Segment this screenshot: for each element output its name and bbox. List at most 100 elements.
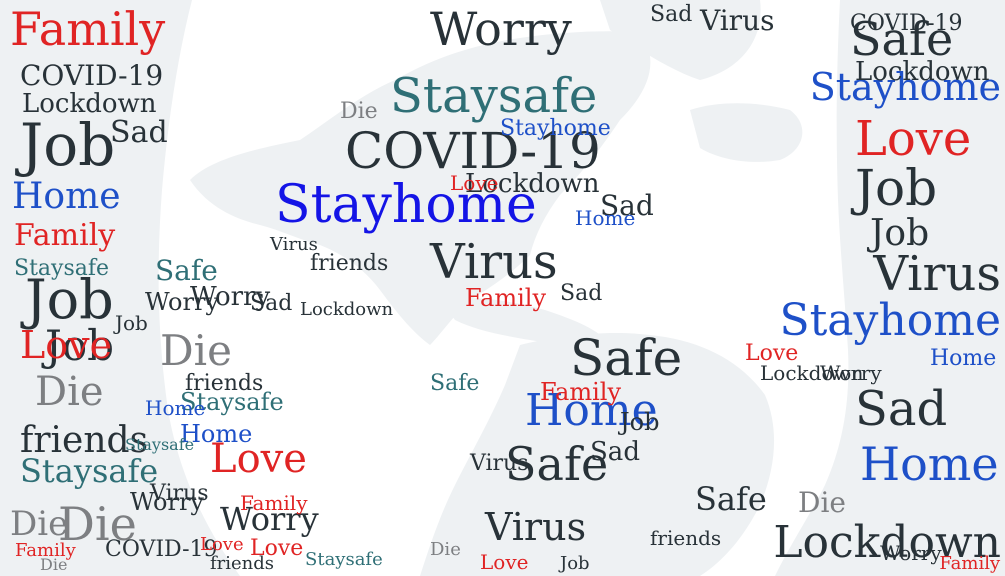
word-staysafe: Staysafe	[390, 68, 597, 124]
word-staysafe: Staysafe	[125, 435, 194, 454]
word-lockdown: Lockdown	[465, 169, 600, 199]
word-family: Family	[465, 284, 546, 312]
word-sad: Sad	[590, 437, 640, 467]
word-home: Home	[930, 346, 996, 371]
word-sad: Sad	[250, 291, 292, 316]
word-love: Love	[480, 550, 528, 574]
word-sad: Sad	[110, 115, 168, 150]
word-stayhome: Stayhome	[275, 175, 537, 235]
word-worry: Worry	[190, 282, 270, 312]
word-virus: Virus	[699, 4, 774, 37]
word-worry: Worry	[130, 488, 204, 516]
word-sad: Sad	[600, 189, 654, 222]
word-worry: Worry	[880, 541, 942, 565]
word-home: Home	[145, 396, 205, 420]
word-covid-19: COVID-19	[20, 59, 163, 92]
word-die: Die	[798, 486, 846, 519]
land-north-america	[190, 31, 651, 345]
word-worry: Worry	[220, 500, 319, 538]
word-home: Home	[12, 176, 121, 217]
word-safe: Safe	[695, 480, 767, 518]
word-love: Love	[20, 323, 112, 367]
word-home: Home	[860, 437, 999, 491]
land-central-america	[440, 298, 610, 348]
word-covid-19: COVID-19	[850, 11, 963, 36]
land-europe-asia-right	[775, 0, 1005, 576]
word-die: Die	[58, 497, 137, 551]
word-covid-19: COVID-19	[105, 537, 218, 562]
word-worry: Worry	[430, 2, 572, 56]
word-sad: Sad	[855, 381, 947, 437]
word-job: Job	[41, 321, 114, 370]
word-love: Love	[200, 534, 244, 555]
word-job: Job	[850, 159, 937, 217]
word-sad: Sad	[650, 2, 692, 27]
word-staysafe: Staysafe	[14, 256, 109, 281]
word-love: Love	[250, 536, 303, 561]
word-die: Die	[340, 99, 378, 124]
word-job: Job	[20, 268, 114, 331]
word-love: Love	[450, 171, 498, 195]
word-cloud-words: FamilyJobCOVID-19LockdownSadJobHomeFamil…	[10, 2, 1001, 574]
word-family: Family	[240, 491, 308, 515]
word-friends: friends	[20, 420, 148, 461]
word-worry: Worry	[820, 361, 882, 385]
word-friends: friends	[650, 526, 721, 550]
word-staysafe: Staysafe	[305, 549, 383, 570]
word-lockdown: Lockdown	[22, 89, 157, 119]
word-stayhome: Stayhome	[810, 65, 1001, 109]
word-lockdown: Lockdown	[855, 57, 990, 87]
word-die: Die	[40, 555, 67, 574]
land-south-america	[420, 333, 775, 576]
word-staysafe: Staysafe	[180, 388, 284, 416]
word-virus: Virus	[484, 505, 586, 549]
word-job: Job	[113, 311, 148, 335]
word-family: Family	[15, 540, 77, 561]
word-virus: Virus	[269, 234, 318, 255]
land-left-panel	[0, 0, 240, 576]
word-job: Job	[866, 213, 929, 254]
word-love: Love	[855, 111, 971, 167]
word-job: Job	[15, 111, 115, 179]
word-love: Love	[745, 341, 798, 366]
word-job: Job	[617, 408, 659, 436]
word-stayhome: Stayhome	[500, 116, 611, 141]
word-home: Home	[525, 385, 658, 436]
word-die: Die	[160, 326, 232, 375]
word-die: Die	[430, 539, 461, 560]
word-friends: friends	[310, 251, 388, 276]
word-virus: Virus	[872, 246, 1001, 302]
word-worry: Worry	[145, 288, 219, 316]
word-die: Die	[10, 504, 68, 544]
land-greenland	[600, 0, 761, 80]
word-lockdown: Lockdown	[300, 299, 394, 320]
word-safe: Safe	[505, 437, 608, 491]
word-die: Die	[35, 369, 104, 415]
word-safe: Safe	[570, 329, 682, 387]
word-lockdown: Lockdown	[760, 361, 864, 385]
word-friends: friends	[210, 553, 274, 574]
word-lockdown: Lockdown	[773, 517, 1001, 568]
land-arctic-islands	[690, 103, 803, 162]
word-safe: Safe	[430, 371, 479, 396]
word-virus: Virus	[149, 481, 209, 506]
word-safe: Safe	[850, 12, 953, 66]
word-love: Love	[210, 436, 307, 482]
word-friends: friends	[185, 371, 263, 396]
word-family: Family	[540, 378, 621, 406]
word-job: Job	[558, 553, 590, 574]
word-family: Family	[939, 553, 1001, 574]
word-virus: Virus	[469, 451, 529, 476]
word-home: Home	[575, 206, 635, 230]
word-family: Family	[14, 218, 115, 253]
word-stayhome: Stayhome	[779, 295, 1001, 346]
word-covid-19: COVID-19	[345, 122, 601, 180]
word-family: Family	[10, 2, 165, 56]
word-virus: Virus	[429, 234, 558, 290]
word-home: Home	[180, 420, 252, 448]
word-safe: Safe	[155, 254, 218, 287]
word-sad: Sad	[560, 281, 602, 306]
